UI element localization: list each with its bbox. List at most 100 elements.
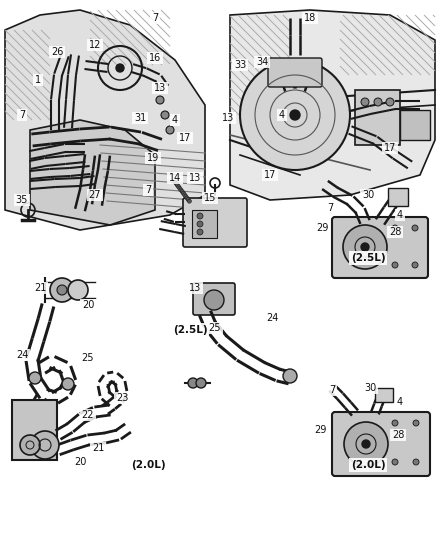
Circle shape (290, 110, 299, 120)
Polygon shape (5, 10, 205, 230)
Circle shape (184, 195, 187, 198)
Text: 29: 29 (313, 425, 325, 435)
Circle shape (166, 126, 173, 134)
Text: 24: 24 (16, 350, 28, 360)
Circle shape (360, 243, 368, 251)
Circle shape (412, 459, 418, 465)
Text: 34: 34 (255, 57, 268, 67)
Circle shape (31, 431, 59, 459)
Text: 19: 19 (147, 153, 159, 163)
Circle shape (283, 369, 297, 383)
Text: 13: 13 (221, 113, 233, 123)
Circle shape (197, 213, 202, 219)
Circle shape (161, 111, 169, 119)
Text: 4: 4 (396, 397, 402, 407)
Circle shape (176, 185, 180, 189)
Circle shape (173, 180, 177, 184)
Circle shape (391, 225, 397, 231)
Text: 7: 7 (145, 185, 151, 195)
Text: (2.5L): (2.5L) (172, 325, 207, 335)
FancyBboxPatch shape (267, 58, 321, 87)
Circle shape (116, 64, 124, 72)
Text: 16: 16 (148, 53, 161, 63)
Circle shape (197, 221, 202, 227)
Text: 13: 13 (154, 83, 166, 93)
Circle shape (187, 378, 198, 388)
Circle shape (175, 183, 179, 187)
Text: 21: 21 (34, 283, 46, 293)
Text: 4: 4 (396, 210, 402, 220)
Circle shape (174, 182, 178, 185)
Text: 28: 28 (391, 430, 403, 440)
Circle shape (177, 187, 181, 190)
Text: 4: 4 (278, 110, 284, 120)
Circle shape (342, 225, 386, 269)
Text: 15: 15 (203, 193, 215, 203)
Circle shape (186, 198, 190, 201)
Circle shape (29, 372, 41, 384)
Circle shape (197, 229, 202, 235)
FancyBboxPatch shape (331, 412, 429, 476)
FancyBboxPatch shape (191, 210, 216, 238)
Text: 20: 20 (74, 457, 86, 467)
Text: 27: 27 (88, 190, 101, 200)
Circle shape (184, 196, 189, 200)
FancyBboxPatch shape (331, 217, 427, 278)
Text: 7: 7 (152, 13, 158, 23)
Text: 21: 21 (92, 443, 104, 453)
Text: (2.0L): (2.0L) (350, 460, 385, 470)
Text: 23: 23 (116, 393, 128, 403)
Polygon shape (30, 120, 155, 225)
Circle shape (391, 262, 397, 268)
Text: 30: 30 (363, 383, 375, 393)
FancyBboxPatch shape (183, 198, 247, 247)
FancyBboxPatch shape (193, 283, 234, 315)
Circle shape (412, 420, 418, 426)
Text: (2.0L): (2.0L) (131, 460, 165, 470)
Text: 13: 13 (188, 283, 201, 293)
Text: 12: 12 (88, 40, 101, 50)
Circle shape (57, 285, 67, 295)
Circle shape (195, 378, 205, 388)
Circle shape (182, 193, 186, 197)
Text: 20: 20 (81, 300, 94, 310)
Text: (2.5L): (2.5L) (350, 253, 385, 263)
Circle shape (343, 422, 387, 466)
Circle shape (360, 98, 368, 106)
Text: 24: 24 (265, 313, 278, 323)
Text: 30: 30 (361, 190, 373, 200)
Circle shape (50, 278, 74, 302)
Text: 7: 7 (326, 203, 332, 213)
FancyBboxPatch shape (399, 110, 429, 140)
Text: 17: 17 (383, 143, 395, 153)
Circle shape (240, 60, 349, 170)
Text: 35: 35 (16, 195, 28, 205)
Text: 17: 17 (263, 170, 276, 180)
Circle shape (373, 98, 381, 106)
Text: 26: 26 (51, 47, 63, 57)
Circle shape (361, 440, 369, 448)
Text: 28: 28 (388, 227, 400, 237)
Text: 25: 25 (208, 323, 221, 333)
Text: 18: 18 (303, 13, 315, 23)
Circle shape (411, 225, 417, 231)
Polygon shape (230, 10, 434, 200)
Circle shape (20, 435, 40, 455)
Circle shape (391, 459, 397, 465)
FancyBboxPatch shape (354, 90, 399, 145)
Circle shape (179, 188, 183, 192)
Text: 7: 7 (19, 110, 25, 120)
Circle shape (204, 290, 223, 310)
FancyBboxPatch shape (12, 400, 57, 460)
Circle shape (181, 191, 185, 195)
Circle shape (187, 199, 191, 203)
Text: 13: 13 (188, 173, 201, 183)
Circle shape (62, 378, 74, 390)
Text: 25: 25 (81, 353, 94, 363)
Text: 7: 7 (328, 385, 334, 395)
Circle shape (385, 98, 393, 106)
FancyBboxPatch shape (387, 188, 407, 206)
Circle shape (411, 262, 417, 268)
Text: 1: 1 (35, 75, 41, 85)
Text: 17: 17 (178, 133, 191, 143)
